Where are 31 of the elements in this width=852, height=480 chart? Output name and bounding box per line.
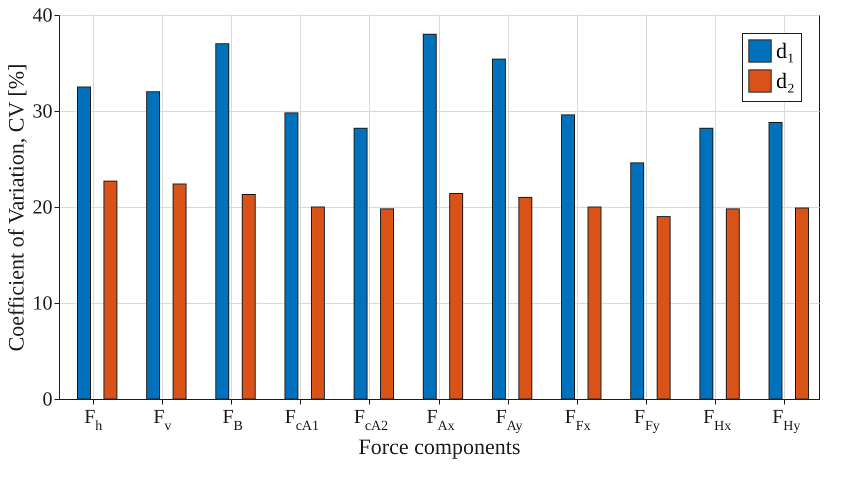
bar [518, 196, 532, 400]
bar [768, 122, 782, 400]
y-axis-title: Coefficient of Variation, CV [%] [4, 64, 28, 352]
bar [449, 193, 464, 400]
y-tick-label: 30 [32, 100, 52, 122]
y-tick-label: 40 [32, 4, 52, 26]
bar [726, 208, 740, 400]
bar [242, 194, 256, 400]
legend-label: d₁ [776, 38, 795, 63]
bar [630, 162, 644, 400]
bar [310, 206, 325, 400]
bar [422, 34, 437, 400]
bar [215, 43, 230, 400]
bar [656, 216, 671, 400]
bar [699, 128, 714, 400]
y-tick-label: 10 [32, 292, 52, 314]
bar [492, 58, 506, 400]
bar [103, 180, 118, 400]
bar [561, 114, 576, 400]
bar [380, 208, 394, 400]
legend-label: d₂ [776, 68, 795, 93]
bar [284, 112, 298, 400]
bar [794, 207, 809, 400]
bar [172, 183, 187, 400]
bar [354, 128, 368, 400]
y-tick-label: 20 [32, 196, 52, 218]
bar [77, 86, 91, 400]
bar [146, 91, 160, 400]
bar [588, 206, 602, 400]
y-tick-label: 0 [42, 388, 52, 410]
x-axis-title: Force components [358, 434, 520, 459]
